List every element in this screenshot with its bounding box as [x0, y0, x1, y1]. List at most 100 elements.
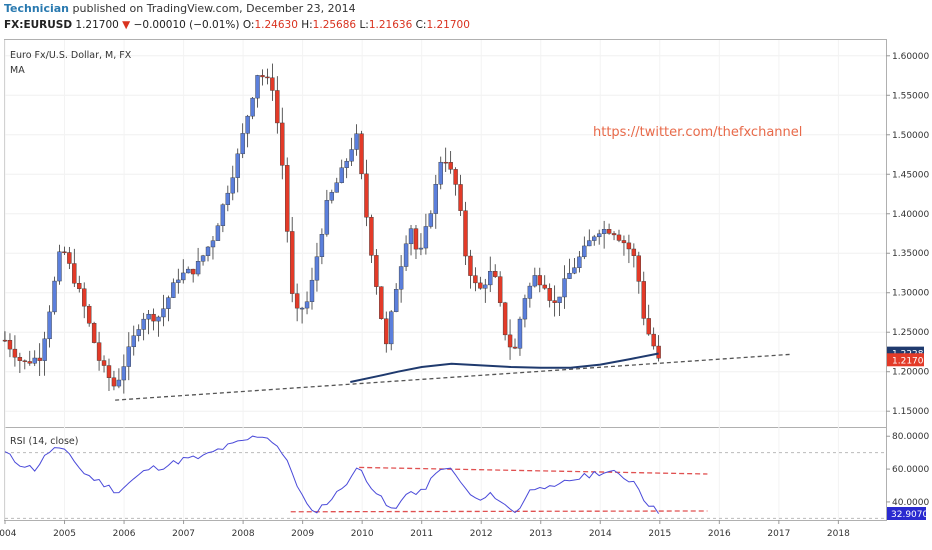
candle-body — [156, 316, 161, 322]
candle-body — [121, 366, 127, 381]
candle-body — [547, 288, 552, 301]
candle-body — [592, 236, 597, 241]
rsi-pane-frame — [4, 427, 887, 521]
candle-body — [621, 240, 627, 244]
candle-body — [141, 318, 146, 330]
candle-body — [220, 204, 226, 226]
candle-body — [57, 251, 62, 282]
candle-body — [567, 272, 572, 279]
candle-body — [582, 245, 587, 258]
rsi-trendlines — [290, 466, 708, 513]
candle-body — [17, 357, 23, 361]
candle-body — [334, 182, 339, 193]
candle-body — [47, 311, 52, 340]
candle-body — [488, 271, 493, 286]
candle-body — [52, 280, 57, 313]
candle-body — [379, 286, 384, 319]
last-value-label: 1.21700 — [892, 356, 929, 366]
candle-body — [408, 228, 414, 245]
candle-body — [611, 233, 617, 236]
candle-body — [354, 133, 359, 150]
time-tick-label: 2016 — [708, 529, 731, 539]
low-label: L: — [359, 19, 369, 31]
candle-body — [393, 289, 399, 312]
high-value: 1.25686 — [312, 19, 357, 31]
price-axis: 1.60000 1.55000 1.50000 1.45000 1.40000 1.350… — [886, 52, 929, 417]
candle-body — [433, 184, 438, 214]
time-tick-label: 2015 — [648, 529, 671, 539]
moving-average-line — [350, 352, 659, 383]
price-tick-label: 1.15000 — [892, 407, 929, 417]
time-tick-label: 2010 — [351, 529, 374, 539]
candle-body — [235, 153, 240, 178]
candle-body — [7, 340, 13, 350]
candle-body — [646, 318, 651, 335]
candle-body — [562, 278, 567, 298]
rsi-legend: RSI (14, close) — [10, 436, 78, 447]
candle-body — [616, 234, 622, 241]
candle-body — [205, 246, 211, 256]
candle-body — [314, 256, 320, 281]
candle-body — [606, 229, 612, 234]
price-tick-label: 1.30000 — [892, 289, 929, 299]
time-tick-label: 2013 — [529, 529, 552, 539]
candle-body — [151, 313, 156, 322]
candle-body — [275, 90, 280, 124]
candle-body — [270, 77, 275, 91]
ma-legend: MA — [10, 65, 25, 76]
candle-body — [329, 192, 335, 201]
candle-body — [596, 233, 602, 238]
rsi-trendline — [290, 510, 708, 513]
rsi-value-label: 32.9070 — [891, 510, 928, 520]
candle-body — [230, 177, 235, 194]
candle-body — [22, 360, 28, 362]
candle-body — [651, 333, 656, 347]
time-tick-label: 2011 — [410, 529, 433, 539]
candle-body — [384, 318, 389, 345]
candle-body — [497, 276, 503, 303]
price-tick-label: 1.50000 — [892, 131, 929, 141]
price-change: −0.00010 (−0.01%) — [133, 19, 240, 31]
candle-body — [448, 162, 453, 170]
candle-body — [349, 149, 354, 162]
candle-body — [403, 243, 409, 267]
candle-body — [522, 298, 528, 320]
candle-body — [443, 161, 448, 164]
main-pane-frame — [4, 39, 887, 428]
candle-body — [101, 360, 107, 366]
candle-body — [265, 76, 270, 79]
candle-body — [423, 226, 429, 249]
candle-body — [215, 225, 221, 241]
time-tick-label: 2009 — [291, 529, 314, 539]
rsi-tick-label: 40.0000 — [892, 498, 929, 508]
last-price: 1.21700 — [75, 19, 119, 31]
candle-body — [186, 268, 191, 274]
candle-body — [413, 228, 419, 250]
price-tick-label: 1.35000 — [892, 249, 929, 259]
candle-body — [245, 115, 250, 134]
candle-body — [359, 133, 364, 175]
last-price-tag: 1.21700 — [887, 353, 929, 367]
author-link[interactable]: Technician — [4, 2, 70, 15]
candle-body — [294, 293, 300, 309]
candle-body — [171, 282, 176, 298]
candles — [2, 63, 661, 394]
candle-body — [285, 165, 290, 232]
close-value: 1.21700 — [426, 19, 470, 31]
candle-body — [146, 313, 151, 320]
candle-body — [12, 348, 18, 358]
candle-body — [319, 234, 325, 257]
support-trendline[interactable] — [115, 353, 791, 401]
rsi-tick-label: 60.0000 — [892, 465, 929, 475]
candle-body — [493, 271, 498, 277]
candle-body — [62, 251, 67, 254]
candle-body — [532, 275, 538, 287]
candle-body — [166, 297, 171, 309]
candle-body — [374, 255, 379, 287]
publisher-line: Technician published on TradingView.com,… — [4, 2, 356, 15]
candle-body — [111, 377, 117, 387]
candle-body — [458, 184, 463, 211]
candle-body — [67, 252, 72, 264]
time-tick-label: 2006 — [113, 529, 136, 539]
